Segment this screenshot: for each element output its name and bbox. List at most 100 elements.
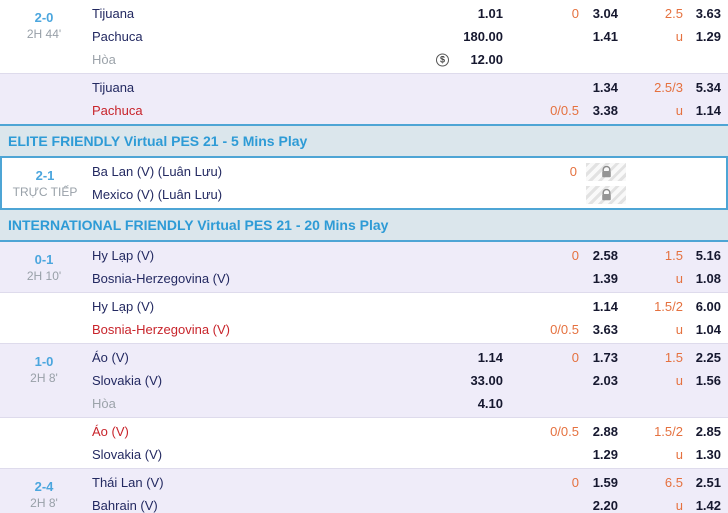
handicap-odds[interactable]: 1.39	[592, 271, 618, 286]
handicap-odds[interactable]: 2.20	[592, 498, 618, 513]
over-under-odds[interactable]: 1.29	[695, 29, 721, 44]
league-title: ELITE FRIENDLY Virtual PES 21 - 5 Mins P…	[8, 133, 308, 149]
team-name: Slovakia (V)	[92, 373, 163, 388]
score-cell: 1-0 2H 8'	[0, 346, 88, 392]
odds-rows: Tijuana 1.34 2.5/3 5.34 Pachuca 0/0.5 3.38 u 1.1…	[88, 76, 728, 122]
handicap-odds[interactable]: 1.29	[592, 447, 618, 462]
match-block: 1-0 2H 8' Áo (V) 1.14 0 1.73 1.5 2.25 Slovakia (…	[0, 343, 728, 417]
handicap-line: 0	[571, 475, 579, 490]
over-under-line: u	[675, 373, 683, 388]
over-under-odds[interactable]: 1.30	[695, 447, 721, 462]
over-under-line: u	[675, 271, 683, 286]
handicap-odds[interactable]: 2.58	[592, 248, 618, 263]
over-under-line: 1.5/2	[654, 299, 683, 314]
over-under-odds[interactable]: 6.00	[695, 299, 721, 314]
over-under-line: u	[675, 29, 683, 44]
over-under-odds[interactable]: 5.34	[695, 80, 721, 95]
odds-1x2[interactable]: 180.00	[360, 29, 503, 44]
match-block: 2-0 2H 44' Tijuana 1.01 0 3.04 2.5 3.63 Pachuca 1…	[0, 0, 728, 73]
odds-row: Hòa 4.10	[88, 392, 728, 415]
odds-1x2-value: 4.10	[477, 396, 503, 411]
match-score: 2-4	[34, 478, 54, 494]
score-cell	[0, 420, 88, 466]
over-under-odds[interactable]: 3.63	[695, 6, 721, 21]
match-time: 2H 8'	[30, 370, 58, 385]
match-block: 0-1 2H 10' Hy Lạp (V) 0 2.58 1.5 5.16 Bosnia-He…	[0, 242, 728, 292]
match-block: 2-4 2H 8' Thái Lan (V) 0 1.59 6.5 2.51 Bahrain …	[0, 468, 728, 513]
odds-rows: Ba Lan (V) (Luân Lưu) 0 Mexico (V) (Luân L…	[88, 160, 726, 206]
team-name: Tijuana	[92, 80, 135, 95]
handicap-odds[interactable]: 3.63	[592, 322, 618, 337]
handicap-odds[interactable]: 1.59	[592, 475, 618, 490]
over-under-line: u	[675, 498, 683, 513]
team-name: Bosnia-Herzegovina (V)	[92, 271, 231, 286]
match-score: 2-0	[34, 9, 54, 25]
over-under-odds[interactable]: 1.56	[695, 373, 721, 388]
draw-label: Hòa	[92, 52, 116, 67]
team-name: Hy Lạp (V)	[92, 299, 155, 314]
over-under-odds[interactable]: 5.16	[695, 248, 721, 263]
handicap-line: 0	[569, 164, 577, 179]
match-block: 2-1 TRỰC TIẾP Ba Lan (V) (Luân Lưu) 0 Mexico…	[0, 158, 728, 208]
team-name: Áo (V)	[92, 350, 129, 365]
over-under-line: u	[675, 103, 683, 118]
match-time: 2H 10'	[26, 268, 62, 283]
handicap-odds[interactable]: 2.88	[592, 424, 618, 439]
handicap-odds[interactable]: 1.73	[592, 350, 618, 365]
team-name: Pachuca	[92, 29, 143, 44]
team-name: Thái Lan (V)	[92, 475, 164, 490]
over-under-line: u	[675, 322, 683, 337]
handicap-odds[interactable]: 1.34	[592, 80, 618, 95]
over-under-odds[interactable]: 1.14	[695, 103, 721, 118]
odds-row: Hòa $12.00	[88, 48, 728, 71]
locked-odds	[577, 185, 626, 204]
match-score: 1-0	[34, 353, 54, 369]
odds-1x2[interactable]: 1.14	[360, 350, 503, 365]
team-name: Hy Lạp (V)	[92, 248, 155, 263]
score-cell	[0, 295, 88, 341]
over-under-odds[interactable]: 2.51	[695, 475, 721, 490]
handicap-odds[interactable]: 3.04	[592, 6, 618, 21]
odds-row: Áo (V) 1.14 0 1.73 1.5 2.25	[88, 346, 728, 369]
odds-row: Tijuana 1.34 2.5/3 5.34	[88, 76, 728, 99]
over-under-line: 1.5	[664, 350, 683, 365]
odds-rows: Thái Lan (V) 0 1.59 6.5 2.51 Bahrain (V) 2.20 u…	[88, 471, 728, 513]
lock-icon	[586, 185, 626, 204]
handicap-line: 0/0.5	[550, 424, 579, 439]
team-name: Mexico (V) (Luân Lưu)	[92, 187, 223, 202]
cash-icon[interactable]: $	[436, 53, 449, 66]
score-cell: 2-4 2H 8'	[0, 471, 88, 513]
over-under-odds[interactable]: 1.42	[695, 498, 721, 513]
league-header-bar[interactable]: ELITE FRIENDLY Virtual PES 21 - 5 Mins P…	[0, 124, 728, 158]
match-time: 2H 8'	[30, 495, 58, 510]
lock-icon	[586, 162, 626, 181]
over-under-odds[interactable]: 1.04	[695, 322, 721, 337]
odds-row: Áo (V) 0/0.5 2.88 1.5/2 2.85	[88, 420, 728, 443]
score-cell: 2-1 TRỰC TIẾP	[2, 160, 88, 206]
handicap-odds[interactable]: 3.38	[592, 103, 618, 118]
odds-row: Thái Lan (V) 0 1.59 6.5 2.51	[88, 471, 728, 494]
handicap-odds[interactable]: 1.14	[592, 299, 618, 314]
over-under-odds[interactable]: 2.85	[695, 424, 721, 439]
odds-1x2[interactable]: 4.10	[360, 396, 503, 411]
odds-row: Tijuana 1.01 0 3.04 2.5 3.63	[88, 2, 728, 25]
odds-rows: Hy Lạp (V) 1.14 1.5/2 6.00 Bosnia-Herzegovin…	[88, 295, 728, 341]
league-header-bar[interactable]: INTERNATIONAL FRIENDLY Virtual PES 21 - …	[0, 208, 728, 242]
odds-1x2[interactable]: 1.01	[360, 6, 503, 21]
odds-1x2[interactable]: $12.00	[360, 52, 503, 67]
league-title: INTERNATIONAL FRIENDLY Virtual PES 21 - …	[8, 217, 389, 233]
odds-row: Bosnia-Herzegovina (V) 1.39 u 1.08	[88, 267, 728, 290]
team-name: Pachuca	[92, 103, 143, 118]
handicap-odds[interactable]: 2.03	[592, 373, 618, 388]
match-block: Hy Lạp (V) 1.14 1.5/2 6.00 Bosnia-Herzegovin…	[0, 292, 728, 343]
odds-rows: Áo (V) 1.14 0 1.73 1.5 2.25 Slovakia (V) 33.00 2…	[88, 346, 728, 415]
handicap-odds[interactable]: 1.41	[592, 29, 618, 44]
over-under-line: 6.5	[664, 475, 683, 490]
over-under-odds[interactable]: 1.08	[695, 271, 721, 286]
over-under-line: 1.5/2	[654, 424, 683, 439]
odds-row: Pachuca 180.00 1.41 u 1.29	[88, 25, 728, 48]
draw-label: Hòa	[92, 396, 116, 411]
over-under-odds[interactable]: 2.25	[695, 350, 721, 365]
odds-1x2[interactable]: 33.00	[360, 373, 503, 388]
team-name: Áo (V)	[92, 424, 129, 439]
